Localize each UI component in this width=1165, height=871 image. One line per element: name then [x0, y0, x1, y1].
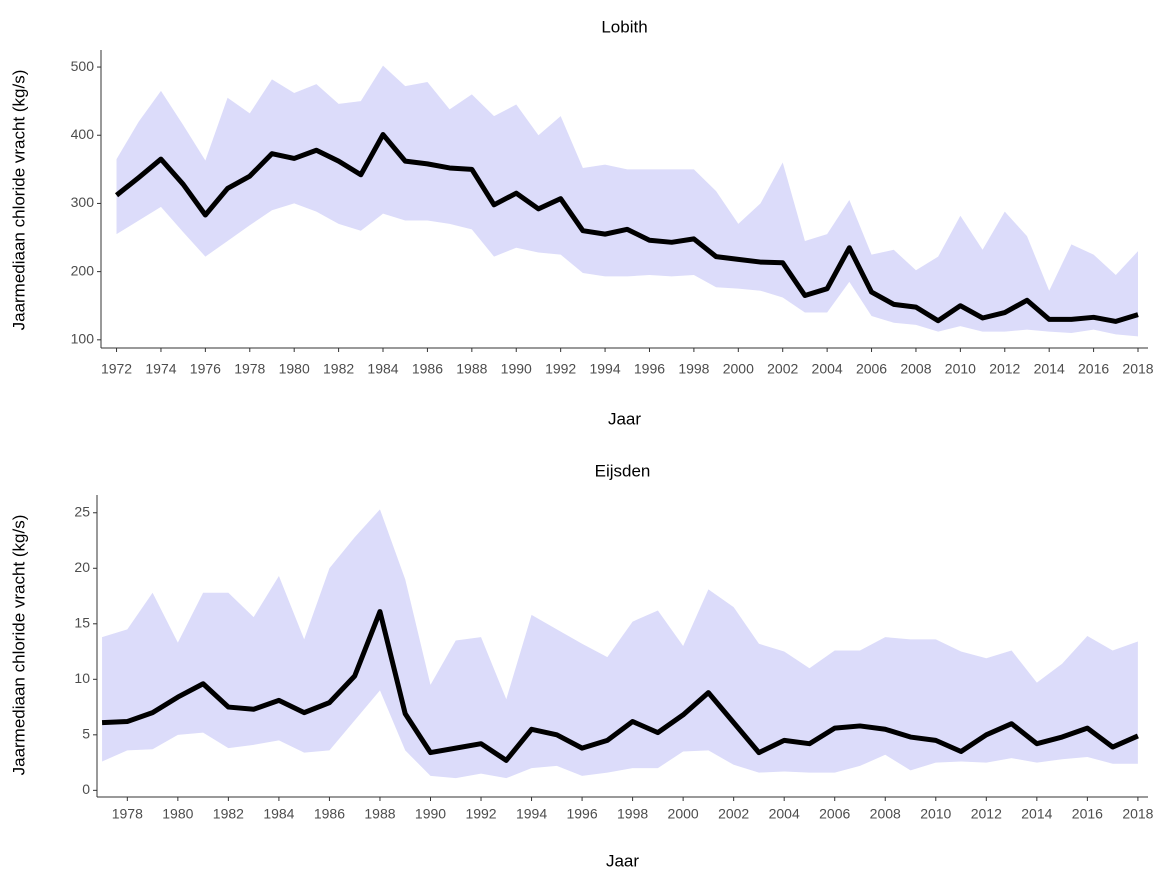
y-tick-label: 5: [82, 726, 90, 742]
range-band: [102, 509, 1138, 779]
x-tick-label: 2016: [1072, 806, 1103, 822]
x-tick-label: 1980: [162, 806, 193, 822]
x-tick-label: 1974: [145, 361, 176, 377]
x-axis-label: Jaar: [606, 851, 639, 870]
x-tick-label: 2008: [900, 361, 931, 377]
y-axis-label: Jaarmediaan chloride vracht (kg/s): [9, 70, 28, 331]
x-tick-label: 1988: [456, 361, 487, 377]
x-tick-label: 2010: [945, 361, 976, 377]
x-tick-label: 1994: [516, 806, 547, 822]
x-tick-label: 2006: [856, 361, 887, 377]
x-tick-label: 1978: [234, 361, 265, 377]
y-tick-label: 0: [82, 781, 90, 797]
x-tick-label: 2012: [971, 806, 1002, 822]
x-tick-label: 1972: [101, 361, 132, 377]
x-tick-label: 2004: [769, 806, 800, 822]
x-tick-label: 1996: [634, 361, 665, 377]
y-tick-label: 10: [74, 670, 90, 686]
x-tick-label: 2012: [989, 361, 1020, 377]
x-tick-label: 2008: [870, 806, 901, 822]
x-tick-label: 2018: [1122, 361, 1153, 377]
x-tick-label: 1986: [314, 806, 345, 822]
x-tick-label: 2010: [920, 806, 951, 822]
x-tick-label: 1982: [323, 361, 354, 377]
y-tick-label: 20: [74, 559, 90, 575]
x-tick-label: 1988: [364, 806, 395, 822]
x-tick-label: 1992: [545, 361, 576, 377]
x-tick-label: 2002: [767, 361, 798, 377]
chart-title: Eijsden: [595, 461, 651, 480]
x-tick-label: 2016: [1078, 361, 1109, 377]
x-tick-label: 1990: [501, 361, 532, 377]
x-tick-label: 1996: [566, 806, 597, 822]
x-tick-label: 1982: [213, 806, 244, 822]
x-tick-label: 1980: [279, 361, 310, 377]
x-tick-label: 1978: [112, 806, 143, 822]
y-tick-label: 200: [71, 262, 95, 278]
range-band: [116, 65, 1139, 337]
y-tick-label: 25: [74, 503, 90, 519]
x-tick-label: 1998: [678, 361, 709, 377]
x-tick-label: 1984: [367, 361, 398, 377]
y-tick-label: 100: [71, 331, 95, 347]
y-tick-label: 15: [74, 614, 90, 630]
y-tick-label: 500: [71, 58, 95, 74]
x-tick-label: 2000: [668, 806, 699, 822]
x-tick-label: 2004: [812, 361, 843, 377]
y-tick-label: 400: [71, 126, 95, 142]
x-tick-label: 1984: [263, 806, 294, 822]
x-tick-label: 1992: [465, 806, 496, 822]
x-axis-label: Jaar: [608, 409, 641, 428]
x-tick-label: 1994: [589, 361, 620, 377]
x-tick-label: 2002: [718, 806, 749, 822]
x-tick-label: 1998: [617, 806, 648, 822]
x-tick-label: 1976: [190, 361, 221, 377]
y-axis-label: Jaarmediaan chloride vracht (kg/s): [9, 515, 28, 776]
median-line: [101, 609, 1139, 763]
x-tick-label: 2006: [819, 806, 850, 822]
x-tick-label: 2014: [1021, 806, 1052, 822]
x-tick-label: 1990: [415, 806, 446, 822]
x-tick-label: 2018: [1122, 806, 1153, 822]
median-line: [114, 132, 1139, 324]
y-tick-label: 300: [71, 194, 95, 210]
x-tick-label: 1986: [412, 361, 443, 377]
x-tick-label: 2014: [1034, 361, 1065, 377]
x-tick-label: 2000: [723, 361, 754, 377]
chart-title: Lobith: [601, 17, 647, 36]
